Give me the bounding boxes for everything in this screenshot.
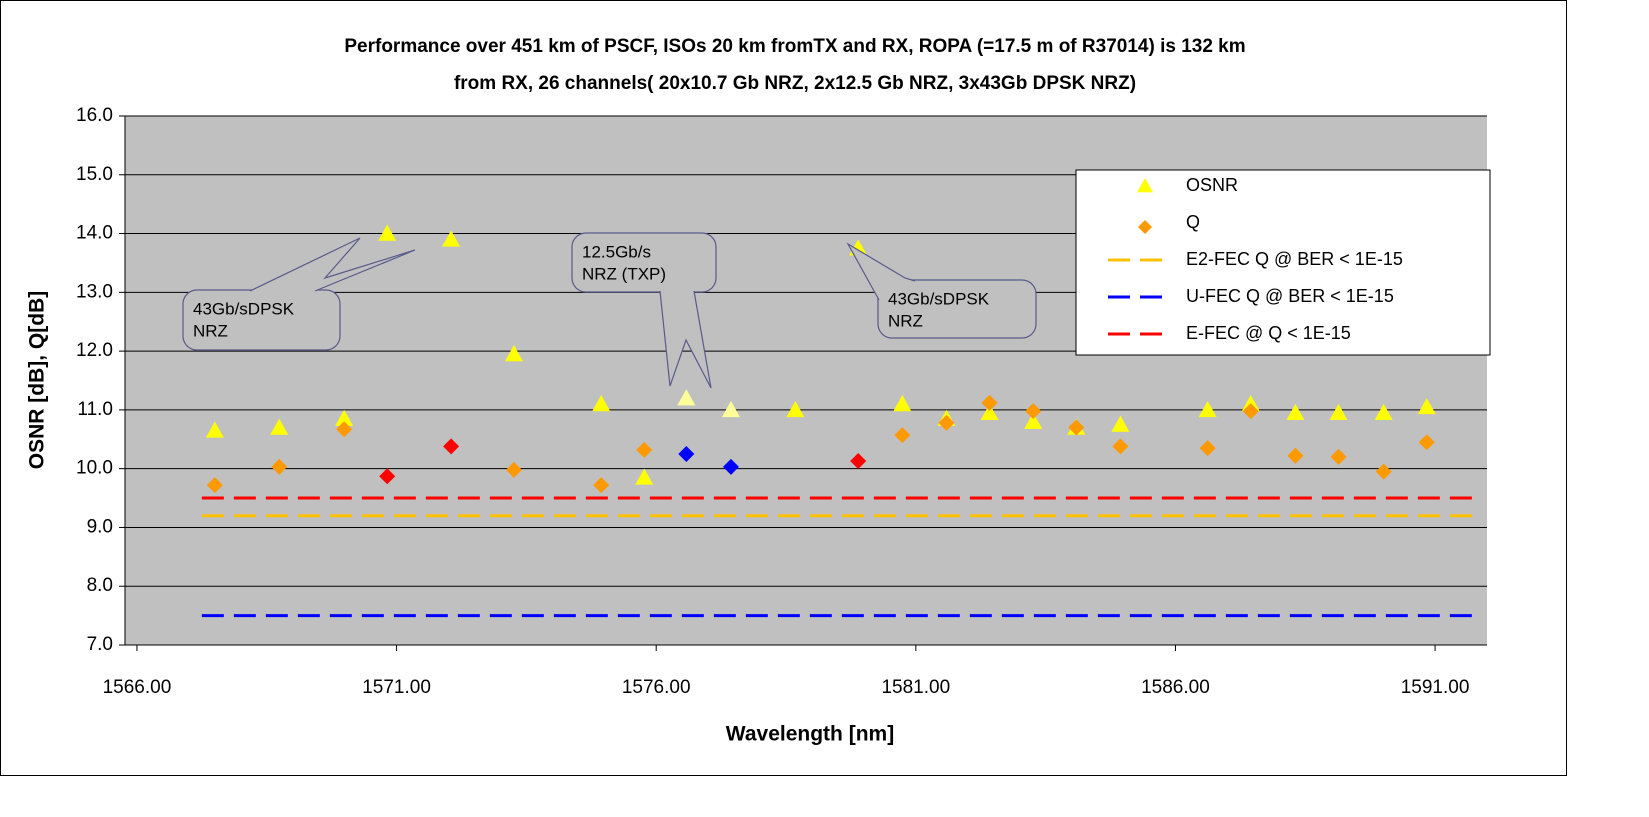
osnr-point — [1329, 403, 1348, 421]
osnr-point — [1286, 403, 1305, 421]
osnr-point — [1111, 415, 1130, 432]
q-point — [336, 421, 353, 438]
q-point — [1112, 438, 1129, 455]
legend-label: U-FEC Q @ BER < 1E-15 — [1186, 286, 1394, 306]
q-point — [636, 441, 653, 458]
legend-label: OSNR — [1186, 175, 1238, 195]
y-tick-label: 9.0 — [87, 516, 113, 537]
x-tick-label: 1586.00 — [1141, 677, 1210, 698]
callout-pointer — [846, 242, 916, 301]
callout-text: 12.5Gb/s — [582, 242, 651, 261]
legend-marker — [1138, 220, 1152, 234]
y-tick-label: 13.0 — [76, 281, 113, 302]
osnr-point — [1417, 397, 1436, 415]
osnr-point — [335, 409, 354, 426]
osnr-point — [980, 403, 999, 421]
legend-label: E-FEC @ Q < 1E-15 — [1186, 323, 1351, 343]
legend-label: Q — [1186, 212, 1200, 232]
y-tick-label: 8.0 — [87, 575, 113, 596]
osnr-point — [786, 400, 805, 418]
chart-title: from RX, 26 channels( 20x10.7 Gb NRZ, 2x… — [454, 73, 1136, 94]
osnr-point — [504, 345, 523, 362]
y-tick-label: 16.0 — [76, 105, 113, 126]
q-point — [1025, 403, 1042, 420]
q-point — [593, 477, 610, 494]
y-tick-label: 10.0 — [76, 458, 113, 479]
q-point — [206, 477, 223, 494]
y-tick-label: 11.0 — [77, 399, 113, 420]
y-tick-label: 14.0 — [76, 223, 113, 244]
callout-text: NRZ — [888, 311, 923, 330]
x-tick-label: 1571.00 — [362, 677, 431, 698]
q-point — [443, 438, 460, 455]
osnr-point — [205, 421, 224, 438]
q-point — [1242, 403, 1259, 420]
osnr-point — [721, 400, 740, 418]
osnr-point — [677, 389, 696, 406]
callout-pointer — [659, 290, 712, 389]
legend-label: E2-FEC Q @ BER < 1E-15 — [1186, 249, 1403, 269]
callout-box — [877, 279, 1037, 339]
q-point — [1199, 440, 1216, 457]
osnr-point — [1024, 412, 1043, 429]
x-axis-label: Wavelength [nm] — [726, 723, 894, 746]
callout-text: 43Gb/sDPSK — [193, 299, 295, 318]
osnr-point — [442, 230, 461, 247]
x-tick-label: 1576.00 — [622, 677, 691, 698]
x-tick-label: 1581.00 — [881, 677, 950, 698]
q-point — [1068, 419, 1085, 436]
osnr-point — [270, 418, 289, 435]
callout-text: NRZ — [193, 321, 228, 340]
q-point — [850, 453, 867, 470]
q-point — [894, 427, 911, 444]
q-point — [379, 468, 396, 485]
q-point — [505, 461, 522, 478]
q-point — [1287, 447, 1304, 464]
q-point — [938, 414, 955, 431]
osnr-point — [1374, 403, 1393, 421]
callout-text: NRZ (TXP) — [582, 264, 666, 283]
osnr-point — [1198, 400, 1217, 418]
chart-title: Performance over 451 km of PSCF, ISOs 20… — [344, 36, 1245, 57]
osnr-point — [592, 395, 611, 412]
legend-box — [1075, 169, 1491, 356]
q-point — [981, 394, 998, 411]
x-tick-label: 1591.00 — [1401, 677, 1470, 698]
legend-marker — [1137, 178, 1153, 193]
y-tick-label: 12.0 — [76, 340, 113, 361]
q-point — [1375, 463, 1392, 480]
q-point — [678, 445, 695, 462]
callout-pointer — [249, 237, 416, 292]
callout-text: 43Gb/sDPSK — [888, 289, 990, 308]
q-point — [271, 458, 288, 475]
osnr-point — [378, 224, 397, 241]
x-tick-label: 1566.00 — [103, 677, 172, 698]
osnr-point — [893, 395, 912, 412]
q-point — [1418, 434, 1435, 451]
y-tick-label: 15.0 — [76, 164, 113, 185]
y-tick-label: 7.0 — [87, 634, 113, 655]
q-point — [1330, 448, 1347, 465]
q-point — [722, 458, 739, 475]
osnr-point — [635, 468, 654, 485]
callout-box — [571, 232, 717, 293]
y-axis-label: OSNR [dB], Q[dB] — [26, 291, 49, 469]
